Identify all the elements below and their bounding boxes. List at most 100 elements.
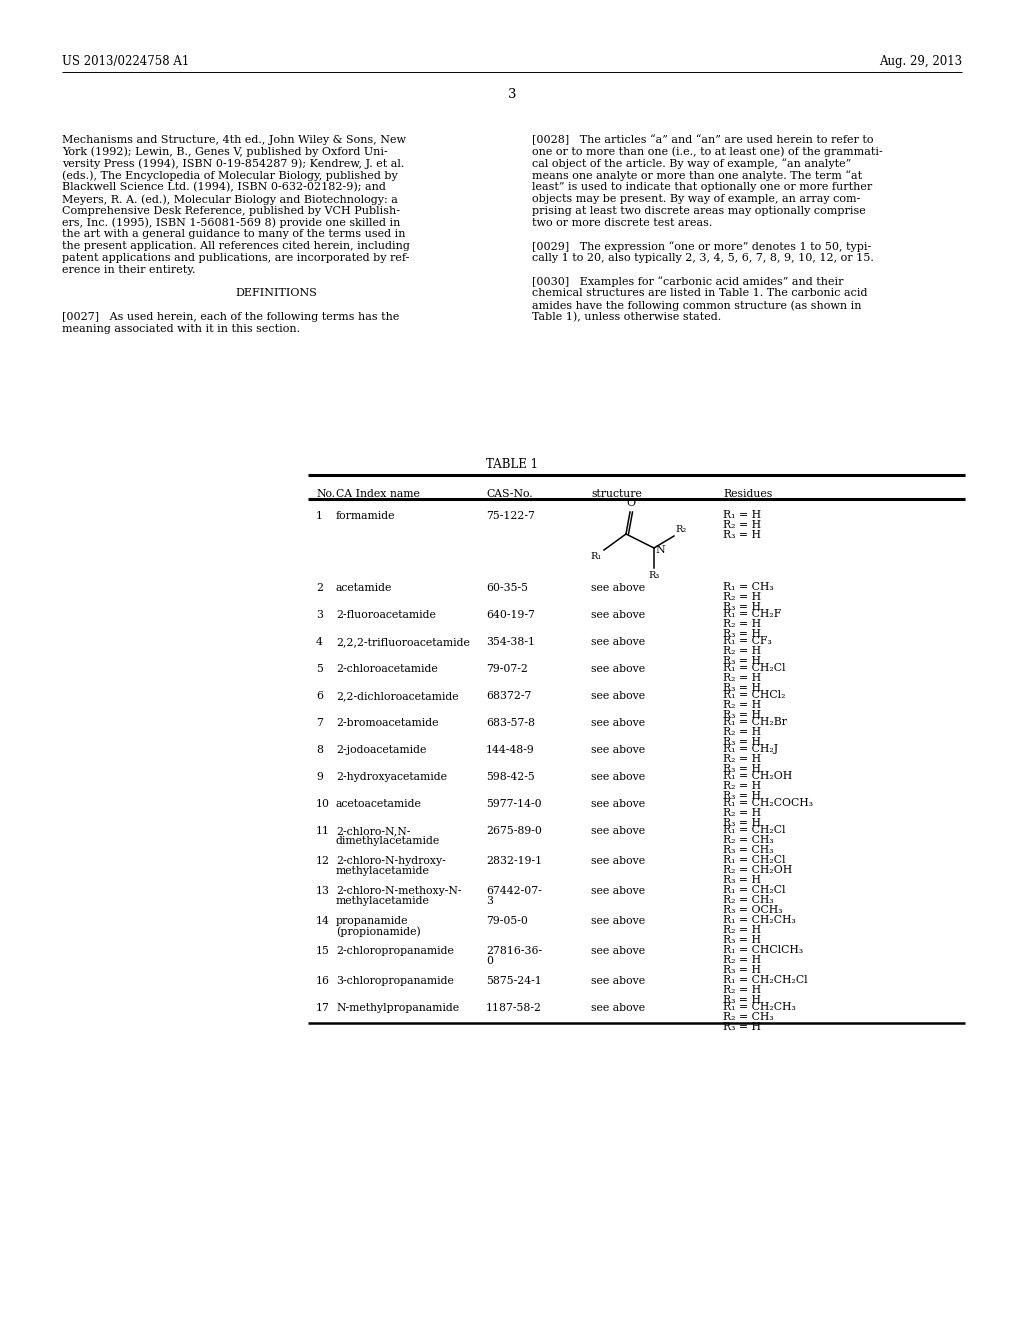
Text: R₂ = H: R₂ = H — [723, 754, 761, 764]
Text: 3: 3 — [486, 896, 493, 906]
Text: objects may be present. By way of example, an array com-: objects may be present. By way of exampl… — [532, 194, 860, 205]
Text: R₁ = CH₂Cl: R₁ = CH₂Cl — [723, 855, 785, 865]
Text: two or more discrete test areas.: two or more discrete test areas. — [532, 218, 713, 227]
Text: R₂ = H: R₂ = H — [723, 619, 761, 630]
Text: see above: see above — [591, 744, 645, 755]
Text: 2,2,2-trifluoroacetamide: 2,2,2-trifluoroacetamide — [336, 638, 470, 647]
Text: R₃ = OCH₃: R₃ = OCH₃ — [723, 906, 782, 915]
Text: R₃ = H: R₃ = H — [723, 935, 761, 945]
Text: structure: structure — [591, 488, 642, 499]
Text: 15: 15 — [316, 946, 330, 956]
Text: R₁ = CH₃: R₁ = CH₃ — [723, 582, 773, 591]
Text: formamide: formamide — [336, 511, 395, 521]
Text: R₂ = CH₂OH: R₂ = CH₂OH — [723, 865, 793, 875]
Text: 2832-19-1: 2832-19-1 — [486, 855, 542, 866]
Text: 17: 17 — [316, 1003, 330, 1012]
Text: 79-05-0: 79-05-0 — [486, 916, 528, 927]
Text: R₃ = H: R₃ = H — [723, 1022, 761, 1032]
Text: R₁ = CH₂Cl: R₁ = CH₂Cl — [723, 663, 785, 673]
Text: R₁: R₁ — [591, 552, 602, 561]
Text: 2-fluoroacetamide: 2-fluoroacetamide — [336, 610, 436, 620]
Text: 2-bromoacetamide: 2-bromoacetamide — [336, 718, 438, 729]
Text: R₂ = H: R₂ = H — [723, 591, 761, 602]
Text: see above: see above — [591, 664, 645, 675]
Text: see above: see above — [591, 855, 645, 866]
Text: R₃ = H: R₃ = H — [723, 737, 761, 747]
Text: see above: see above — [591, 772, 645, 781]
Text: R₂: R₂ — [675, 525, 686, 535]
Text: 79-07-2: 79-07-2 — [486, 664, 528, 675]
Text: 598-42-5: 598-42-5 — [486, 772, 535, 781]
Text: R₃ = H: R₃ = H — [723, 656, 761, 667]
Text: 354-38-1: 354-38-1 — [486, 638, 535, 647]
Text: see above: see above — [591, 690, 645, 701]
Text: [0030]   Examples for “carbonic acid amides” and their: [0030] Examples for “carbonic acid amide… — [532, 277, 844, 288]
Text: dimethylacetamide: dimethylacetamide — [336, 836, 440, 846]
Text: R₁ = CH₂COCH₃: R₁ = CH₂COCH₃ — [723, 799, 813, 808]
Text: CAS-No.: CAS-No. — [486, 488, 532, 499]
Text: chemical structures are listed in Table 1. The carbonic acid: chemical structures are listed in Table … — [532, 288, 867, 298]
Text: 683-57-8: 683-57-8 — [486, 718, 535, 729]
Text: R₁ = H: R₁ = H — [723, 510, 761, 520]
Text: see above: see above — [591, 610, 645, 620]
Text: R₂ = H: R₂ = H — [723, 700, 761, 710]
Text: No.: No. — [316, 488, 335, 499]
Text: R₁ = CHClCH₃: R₁ = CHClCH₃ — [723, 945, 803, 954]
Text: 2,2-dichloroacetamide: 2,2-dichloroacetamide — [336, 690, 459, 701]
Text: US 2013/0224758 A1: US 2013/0224758 A1 — [62, 55, 189, 69]
Text: see above: see above — [591, 975, 645, 986]
Text: 2675-89-0: 2675-89-0 — [486, 826, 542, 836]
Text: R₃ = H: R₃ = H — [723, 875, 761, 884]
Text: R₃ = H: R₃ = H — [723, 818, 761, 828]
Text: 5: 5 — [316, 664, 323, 675]
Text: 2-chloro-N-methoxy-N-: 2-chloro-N-methoxy-N- — [336, 886, 462, 896]
Text: Aug. 29, 2013: Aug. 29, 2013 — [879, 55, 962, 69]
Text: see above: see above — [591, 886, 645, 896]
Text: least” is used to indicate that optionally one or more further: least” is used to indicate that optional… — [532, 182, 872, 193]
Text: the art with a general guidance to many of the terms used in: the art with a general guidance to many … — [62, 230, 406, 239]
Text: R₂ = H: R₂ = H — [723, 925, 761, 935]
Text: means one analyte or more than one analyte. The term “at: means one analyte or more than one analy… — [532, 170, 862, 181]
Text: R₁ = CH₂J: R₁ = CH₂J — [723, 744, 778, 754]
Text: methylacetamide: methylacetamide — [336, 896, 430, 906]
Text: see above: see above — [591, 826, 645, 836]
Text: 12: 12 — [316, 855, 330, 866]
Text: Table 1), unless otherwise stated.: Table 1), unless otherwise stated. — [532, 312, 721, 322]
Text: R₁ = CH₂F: R₁ = CH₂F — [723, 609, 781, 619]
Text: R₃ = H: R₃ = H — [723, 682, 761, 693]
Text: R₃ = H: R₃ = H — [723, 764, 761, 774]
Text: the present application. All references cited herein, including: the present application. All references … — [62, 242, 410, 251]
Text: Residues: Residues — [723, 488, 772, 499]
Text: Mechanisms and Structure, 4th ed., John Wiley & Sons, New: Mechanisms and Structure, 4th ed., John … — [62, 135, 406, 145]
Text: 8: 8 — [316, 744, 323, 755]
Text: R₂ = H: R₂ = H — [723, 520, 761, 531]
Text: [0027]   As used herein, each of the following terms has the: [0027] As used herein, each of the follo… — [62, 312, 399, 322]
Text: 11: 11 — [316, 826, 330, 836]
Text: Meyers, R. A. (ed.), Molecular Biology and Biotechnology: a: Meyers, R. A. (ed.), Molecular Biology a… — [62, 194, 398, 205]
Text: R₃ = H: R₃ = H — [723, 965, 761, 975]
Text: 2-chloro-N-hydroxy-: 2-chloro-N-hydroxy- — [336, 855, 445, 866]
Text: 5977-14-0: 5977-14-0 — [486, 799, 542, 809]
Text: 144-48-9: 144-48-9 — [486, 744, 535, 755]
Text: acetamide: acetamide — [336, 583, 392, 593]
Text: 1187-58-2: 1187-58-2 — [486, 1003, 542, 1012]
Text: R₃ = H: R₃ = H — [723, 791, 761, 801]
Text: cal object of the article. By way of example, “an analyte”: cal object of the article. By way of exa… — [532, 158, 851, 169]
Text: DEFINITIONS: DEFINITIONS — [236, 288, 317, 298]
Text: 75-122-7: 75-122-7 — [486, 511, 535, 521]
Text: methylacetamide: methylacetamide — [336, 866, 430, 876]
Text: see above: see above — [591, 583, 645, 593]
Text: R₂ = H: R₂ = H — [723, 985, 761, 995]
Text: N-methylpropanamide: N-methylpropanamide — [336, 1003, 459, 1012]
Text: see above: see above — [591, 1003, 645, 1012]
Text: 3: 3 — [316, 610, 323, 620]
Text: see above: see above — [591, 916, 645, 927]
Text: 2-chloropropanamide: 2-chloropropanamide — [336, 946, 454, 956]
Text: propanamide: propanamide — [336, 916, 409, 927]
Text: meaning associated with it in this section.: meaning associated with it in this secti… — [62, 323, 300, 334]
Text: see above: see above — [591, 718, 645, 729]
Text: cally 1 to 20, also typically 2, 3, 4, 5, 6, 7, 8, 9, 10, 12, or 15.: cally 1 to 20, also typically 2, 3, 4, 5… — [532, 253, 873, 263]
Text: prising at least two discrete areas may optionally comprise: prising at least two discrete areas may … — [532, 206, 865, 215]
Text: 2-chloro-N,N-: 2-chloro-N,N- — [336, 826, 411, 836]
Text: 640-19-7: 640-19-7 — [486, 610, 535, 620]
